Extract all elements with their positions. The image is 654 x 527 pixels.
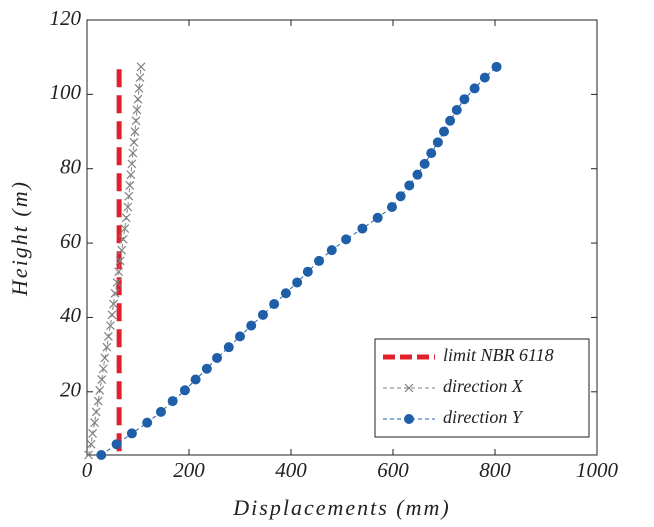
point	[404, 414, 414, 424]
point	[136, 62, 146, 72]
point	[102, 342, 112, 352]
legend-label: direction Y	[443, 407, 524, 427]
point	[130, 127, 140, 136]
point	[223, 342, 234, 353]
point	[88, 429, 98, 438]
point	[103, 331, 113, 341]
point	[292, 277, 303, 288]
point	[314, 255, 325, 266]
x-tick-label: 600	[377, 458, 409, 482]
point	[100, 353, 110, 363]
y-tick-label: 20	[60, 378, 82, 402]
y-tick-label: 100	[50, 80, 82, 104]
point	[491, 61, 502, 72]
point	[128, 148, 138, 158]
point	[129, 137, 139, 147]
point	[120, 224, 130, 234]
point	[451, 104, 462, 115]
x-axis-label: Displacements (mm)	[232, 495, 450, 520]
point	[404, 180, 415, 191]
series-line	[88, 66, 142, 456]
point	[126, 170, 136, 180]
point	[110, 288, 120, 298]
x-tick-label: 0	[82, 458, 93, 482]
point	[404, 383, 414, 393]
y-tick-label: 40	[60, 303, 82, 327]
point	[109, 299, 118, 309]
x-tick-label: 800	[479, 458, 511, 482]
point	[395, 191, 406, 202]
point	[96, 450, 107, 460]
point	[326, 245, 337, 256]
point	[439, 126, 449, 137]
point	[123, 202, 133, 212]
point	[106, 321, 115, 331]
y-tick-label: 60	[60, 229, 82, 253]
point	[126, 428, 137, 439]
point	[179, 385, 190, 396]
point	[257, 309, 268, 320]
point	[432, 137, 443, 148]
point	[135, 73, 145, 83]
point	[469, 83, 480, 94]
point	[235, 331, 245, 342]
point	[121, 213, 131, 223]
point	[127, 159, 137, 169]
point	[372, 212, 383, 223]
point	[133, 94, 143, 104]
point	[426, 148, 437, 159]
point	[115, 256, 125, 266]
point	[341, 234, 352, 245]
point	[445, 115, 456, 126]
point	[93, 396, 103, 406]
point	[269, 299, 280, 310]
point	[386, 202, 397, 213]
point	[246, 320, 257, 331]
plot-area	[86, 19, 598, 456]
point	[357, 223, 368, 234]
point	[90, 418, 100, 428]
y-tick-label: 120	[50, 6, 82, 30]
point	[125, 181, 135, 190]
legend-label: direction X	[443, 376, 524, 396]
x-tick-label: 400	[275, 458, 307, 482]
point	[280, 288, 291, 299]
point	[132, 105, 142, 115]
legend-label: limit NBR 6118	[443, 345, 554, 365]
point	[111, 439, 122, 450]
point	[212, 352, 223, 363]
point	[117, 245, 127, 255]
point	[107, 310, 117, 320]
x-tick-label: 200	[173, 458, 205, 482]
point	[118, 234, 128, 244]
point	[302, 266, 313, 277]
point	[190, 374, 201, 385]
point	[167, 396, 178, 407]
point	[142, 417, 153, 428]
y-tick-label: 80	[60, 155, 82, 179]
point	[459, 94, 470, 105]
point	[84, 450, 93, 460]
point	[479, 72, 490, 83]
point	[134, 83, 144, 93]
x-tick-label: 1000	[576, 458, 619, 482]
point	[91, 407, 101, 417]
point	[86, 439, 96, 449]
legend: limit NBR 6118 direction X direction Y	[374, 338, 590, 438]
point	[131, 116, 141, 126]
point	[95, 385, 105, 395]
point	[98, 364, 108, 374]
point	[97, 375, 107, 384]
point	[155, 406, 166, 417]
point	[112, 278, 122, 287]
point	[419, 158, 430, 169]
y-axis-label: Height (m)	[7, 180, 32, 297]
point	[201, 363, 212, 374]
point	[412, 169, 423, 180]
point	[114, 267, 124, 277]
point	[124, 191, 134, 201]
